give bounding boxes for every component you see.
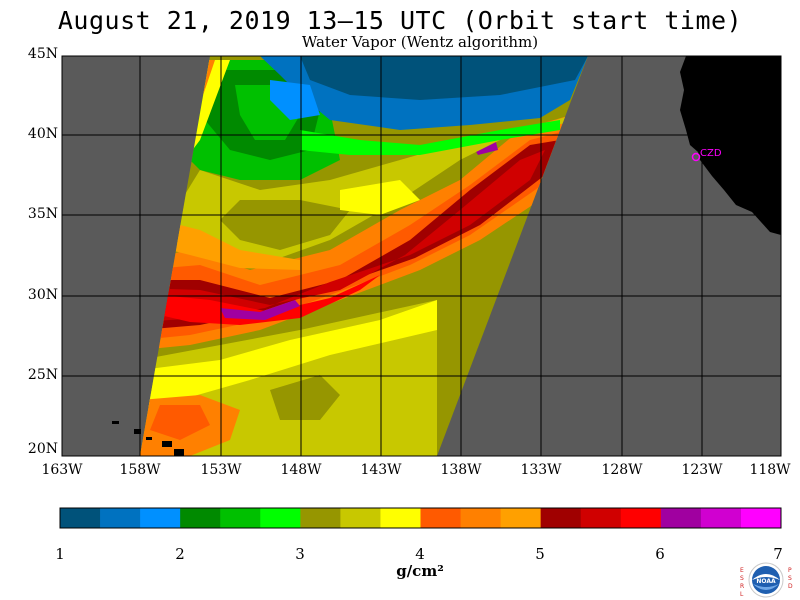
colorbar-swatch <box>140 508 181 528</box>
hawaiian-islands <box>112 421 184 456</box>
colorbar-swatch <box>180 508 221 528</box>
lon-label-118w: 118W <box>749 462 791 478</box>
colorbar-tick-2: 2 <box>175 545 185 563</box>
map-frame <box>61 55 782 457</box>
station-label: CZD <box>700 148 722 159</box>
colorbar-swatch <box>300 508 341 528</box>
colorbar-swatch <box>660 508 702 528</box>
colorbar-swatch <box>580 508 622 528</box>
colorbar-swatch <box>420 508 462 528</box>
noaa-logo-text: NOAA <box>756 578 776 585</box>
colorbar-swatch <box>620 508 662 528</box>
colorbar-swatch <box>500 508 542 528</box>
lat-label-25n: 25N <box>27 367 58 383</box>
page-subtitle: Water Vapor (Wentz algorithm) <box>301 33 539 51</box>
colorbar-swatch <box>540 508 582 528</box>
map-gridlines <box>62 56 781 456</box>
logo-left-letter-4: L <box>740 591 744 598</box>
colorbar-swatch <box>220 508 261 528</box>
colorbar-swatch <box>260 508 301 528</box>
colorbar-units: g/cm² <box>396 562 444 580</box>
lon-label-153w: 153W <box>200 462 242 478</box>
logo-left-letter-1: E <box>740 567 744 574</box>
lon-label-158w: 158W <box>119 462 161 478</box>
lon-label-138w: 138W <box>440 462 482 478</box>
lon-label-133w: 133W <box>520 462 562 478</box>
colorbar-tick-3: 3 <box>295 545 305 563</box>
colorbar-tick-7: 7 <box>773 545 783 563</box>
logo-right-letter-1: P <box>788 567 792 574</box>
colorbar-swatch <box>740 508 782 528</box>
station-marker <box>691 152 701 162</box>
colorbar-tick-1: 1 <box>55 545 65 563</box>
colorbar-swatch <box>100 508 141 528</box>
colorbar-frame <box>59 507 782 529</box>
lat-label-35n: 35N <box>27 206 58 222</box>
colorbar <box>60 508 782 528</box>
colorbar-tick-4: 4 <box>415 545 425 563</box>
land-california <box>680 56 781 235</box>
colorbar-tick-5: 5 <box>535 545 545 563</box>
colorbar-swatch <box>460 508 502 528</box>
colorbar-swatch <box>700 508 742 528</box>
lat-label-45n: 45N <box>27 46 58 62</box>
lon-label-128w: 128W <box>601 462 643 478</box>
colorbar-swatch <box>60 508 101 528</box>
lon-label-143w: 143W <box>360 462 402 478</box>
logo-right-letter-2: S <box>788 575 792 582</box>
colorbar-swatch <box>380 508 421 528</box>
colorbar-tick-6: 6 <box>655 545 665 563</box>
lat-label-20n: 20N <box>27 441 58 457</box>
lon-label-123w: 123W <box>681 462 723 478</box>
lon-label-163w: 163W <box>41 462 83 478</box>
logo-left-letter-3: R <box>740 583 744 590</box>
noaa-logo: NOAA E S R L P S D <box>740 562 793 598</box>
colorbar-swatch <box>340 508 381 528</box>
page-title: August 21, 2019 13–15 UTC (Orbit start t… <box>57 6 743 35</box>
logo-left-letter-2: S <box>740 575 744 582</box>
lat-label-40n: 40N <box>27 126 58 142</box>
lat-label-30n: 30N <box>27 287 58 303</box>
logo-right-letter-3: D <box>788 583 793 590</box>
lon-label-148w: 148W <box>280 462 322 478</box>
